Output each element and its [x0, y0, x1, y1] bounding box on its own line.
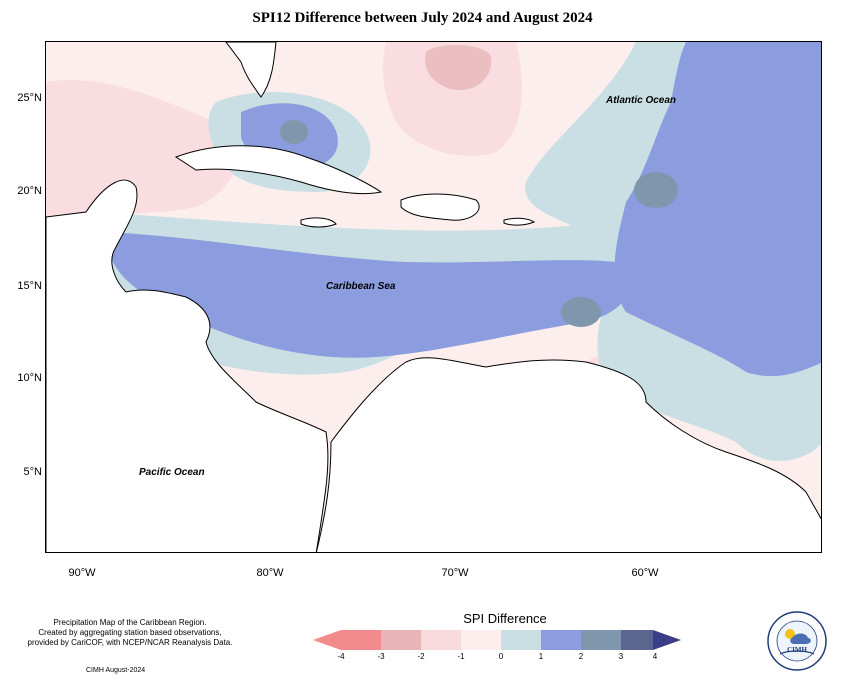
- legend-tick: 1: [538, 652, 544, 661]
- legend-tick: -2: [417, 652, 425, 661]
- legend-arrow-low: [313, 630, 341, 650]
- atlantic-ocean-label: Atlantic Ocean: [606, 95, 677, 106]
- wet-peak-cuba: [280, 120, 308, 144]
- legend-tick: 0: [498, 652, 504, 661]
- legend-arrow-high: [653, 630, 681, 650]
- legend-swatch-8: [621, 630, 653, 650]
- logo-text: CIMH: [787, 646, 807, 654]
- legend-tick: 4: [652, 652, 658, 661]
- south-america: [315, 357, 821, 552]
- cuba: [174, 145, 383, 195]
- legend-swatch-6: [541, 630, 581, 650]
- land-outlines: [46, 42, 821, 552]
- credits-line-2: Created by aggregating station based obs…: [38, 628, 222, 637]
- lat-label-20: 20°N: [17, 185, 42, 197]
- map-credits: Precipitation Map of the Caribbean Regio…: [10, 618, 250, 648]
- color-legend: [313, 630, 681, 650]
- date-stamp: CIMH August-2024: [86, 667, 146, 674]
- jamaica: [300, 217, 337, 228]
- hispaniola: [400, 193, 480, 221]
- spi-map: [46, 42, 821, 552]
- wet-peak-atlantic: [634, 172, 678, 208]
- lon-label-60: 60°W: [631, 567, 659, 579]
- credits-line-1: Precipitation Map of the Caribbean Regio…: [53, 618, 207, 627]
- map-title: SPI12 Difference between July 2024 and A…: [252, 10, 593, 26]
- legend-swatch-4: [461, 630, 501, 650]
- credits-line-3: provided by CariCOF, with NCEP/NCAR Rean…: [27, 638, 233, 647]
- lon-label-90: 90°W: [68, 567, 96, 579]
- dry-area-gulf: [46, 80, 238, 217]
- legend-swatch-1: [341, 630, 381, 650]
- lon-label-70: 70°W: [441, 567, 469, 579]
- wet-core-caribbean: [106, 232, 631, 358]
- lon-label-80: 80°W: [256, 567, 284, 579]
- florida: [225, 42, 277, 98]
- caribbean-sea-label: Caribbean Sea: [326, 281, 396, 292]
- lat-label-5: 5°N: [23, 466, 42, 478]
- legend-tick: -3: [377, 652, 385, 661]
- central-america: [46, 179, 329, 552]
- puerto-rico: [503, 217, 536, 226]
- lat-label-15: 15°N: [17, 280, 42, 292]
- legend-tick: -4: [337, 652, 345, 661]
- wet-peak-caribbean: [561, 297, 601, 327]
- cimh-logo: CIMH: [767, 611, 827, 671]
- legend-tick: 3: [618, 652, 624, 661]
- lat-label-10: 10°N: [17, 372, 42, 384]
- legend-tick: 2: [578, 652, 584, 661]
- legend-swatch-3: [421, 630, 461, 650]
- map-panel: [45, 41, 822, 553]
- legend-tick: -1: [457, 652, 465, 661]
- legend-title: SPI Difference: [463, 611, 547, 626]
- wet-core-atlantic: [614, 42, 821, 377]
- dry-core-north: [425, 45, 492, 91]
- legend-swatch-7: [581, 630, 621, 650]
- lat-label-25: 25°N: [17, 92, 42, 104]
- legend-swatch-2: [381, 630, 421, 650]
- pacific-ocean-label: Pacific Ocean: [139, 467, 205, 478]
- legend-swatch-5: [501, 630, 541, 650]
